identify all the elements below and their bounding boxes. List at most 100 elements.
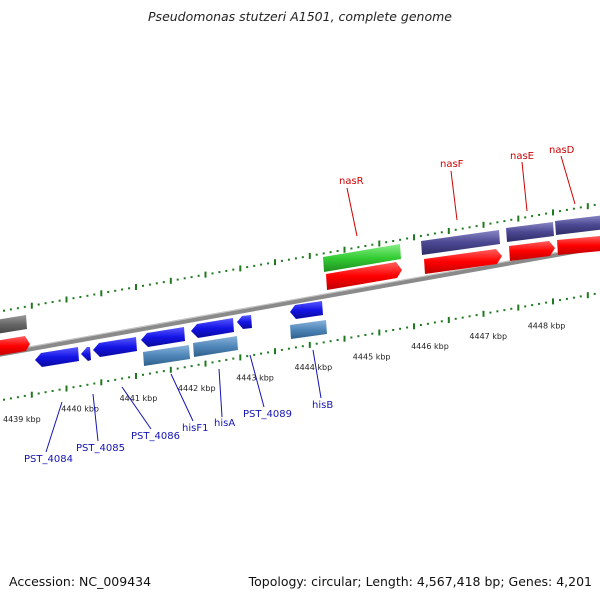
forward-tick <box>301 256 304 259</box>
reverse-tick <box>552 298 554 305</box>
forward-tick <box>142 284 144 287</box>
reverse-gene-arrow <box>191 318 234 338</box>
reverse-tick <box>79 385 82 387</box>
reverse-tick <box>169 366 172 373</box>
reverse-gene-arrow <box>93 337 137 357</box>
forward-tick <box>225 269 228 272</box>
reverse-tick <box>419 324 422 326</box>
forward-tick <box>58 299 61 302</box>
reverse-tick <box>406 326 409 329</box>
forward-tick <box>246 266 249 269</box>
gene-label-PST_4089: PST_4089 <box>243 409 292 420</box>
reverse-tick <box>3 398 5 401</box>
reverse-tick <box>454 317 457 320</box>
reverse-tick <box>44 391 47 394</box>
reverse-tick <box>135 373 137 379</box>
reverse-tick <box>503 309 506 312</box>
forward-tick <box>329 251 332 254</box>
reverse-tick <box>225 358 228 361</box>
forward-tick <box>336 250 339 252</box>
reverse-tick <box>538 302 541 305</box>
reverse-tick <box>162 370 165 373</box>
forward-tick <box>524 216 527 219</box>
reverse-tick <box>65 385 68 392</box>
kbp-label: 4442 kbp <box>178 384 216 393</box>
forward-tick <box>86 294 89 297</box>
forward-tick <box>343 246 346 253</box>
kbp-label: 4440 kbp <box>61 405 99 414</box>
forward-tick <box>364 245 367 247</box>
reverse-tick <box>496 310 499 313</box>
reverse-tick <box>155 371 158 374</box>
forward-tick <box>3 309 5 312</box>
gene-label-PST_4085: PST_4085 <box>76 443 125 454</box>
reverse-tick <box>218 360 221 363</box>
forward-tick <box>392 240 395 242</box>
forward-tick <box>294 257 297 260</box>
reverse-gene-arrow <box>237 315 252 329</box>
reverse-tick <box>301 345 304 348</box>
forward-tick <box>545 212 548 215</box>
reverse-tick <box>246 355 249 358</box>
reverse-tick <box>447 317 450 323</box>
reverse-tick <box>565 297 568 300</box>
kbp-label: 4445 kbp <box>353 353 391 362</box>
gene-label-hisF1: hisF1 <box>182 423 208 434</box>
gene-label-hisB: hisB <box>312 400 333 411</box>
forward-tick <box>503 220 506 223</box>
forward-tick <box>30 302 33 309</box>
forward-tick <box>593 203 596 206</box>
forward-tick <box>44 302 47 305</box>
forward-tick <box>37 303 40 306</box>
reverse-tick <box>287 347 290 350</box>
forward-tick <box>475 225 478 228</box>
forward-tick <box>496 221 499 224</box>
forward-tick <box>552 209 554 216</box>
forward-tick <box>482 221 485 228</box>
reverse-gene-arrow <box>290 301 323 319</box>
forward-tick <box>419 235 422 237</box>
reverse-tick <box>468 315 471 318</box>
reverse-tick <box>274 348 276 355</box>
forward-tick <box>239 265 242 272</box>
forward-tick <box>531 215 534 218</box>
forward-tick <box>100 290 103 297</box>
leader-hisA <box>218 368 223 418</box>
reverse-features <box>35 301 327 367</box>
reverse-tick <box>211 361 214 364</box>
reverse-tick <box>114 378 117 381</box>
gene-label-nasR: nasR <box>339 176 364 187</box>
accession-text: Accession: NC_009434 <box>9 574 152 589</box>
leader-nasR <box>346 187 358 237</box>
reverse-tick <box>93 382 96 385</box>
forward-tick <box>183 277 186 280</box>
forward-tick <box>447 228 450 234</box>
reverse-tick <box>385 330 388 333</box>
leader-nasF <box>450 170 458 221</box>
reverse-tick <box>531 304 534 307</box>
reverse-tick <box>121 377 124 380</box>
forward-tick <box>350 247 353 250</box>
forward-tick <box>371 243 374 246</box>
reverse-gene-arrow <box>141 327 185 347</box>
reverse-tick <box>489 311 492 314</box>
forward-gene-arrow <box>557 236 600 255</box>
forward-tick <box>135 284 137 290</box>
reverse-tick <box>190 365 193 368</box>
reverse-tick <box>482 310 485 317</box>
reverse-tick <box>37 392 40 395</box>
reverse-tick <box>559 299 561 302</box>
forward-tick <box>51 301 54 303</box>
forward-tick <box>572 207 575 210</box>
reverse-tick <box>9 397 12 400</box>
forward-tick <box>253 264 256 267</box>
kbp-label: 4446 kbp <box>411 342 449 351</box>
forward-tick <box>287 258 290 261</box>
forward-tick <box>114 289 117 292</box>
topology-stats-text: Topology: circular; Length: 4,567,418 bp… <box>248 574 592 589</box>
forward-tick <box>510 218 513 221</box>
forward-tick <box>72 297 75 300</box>
feature-purple <box>506 222 554 242</box>
reverse-tick <box>260 352 263 355</box>
forward-tick <box>148 283 151 286</box>
